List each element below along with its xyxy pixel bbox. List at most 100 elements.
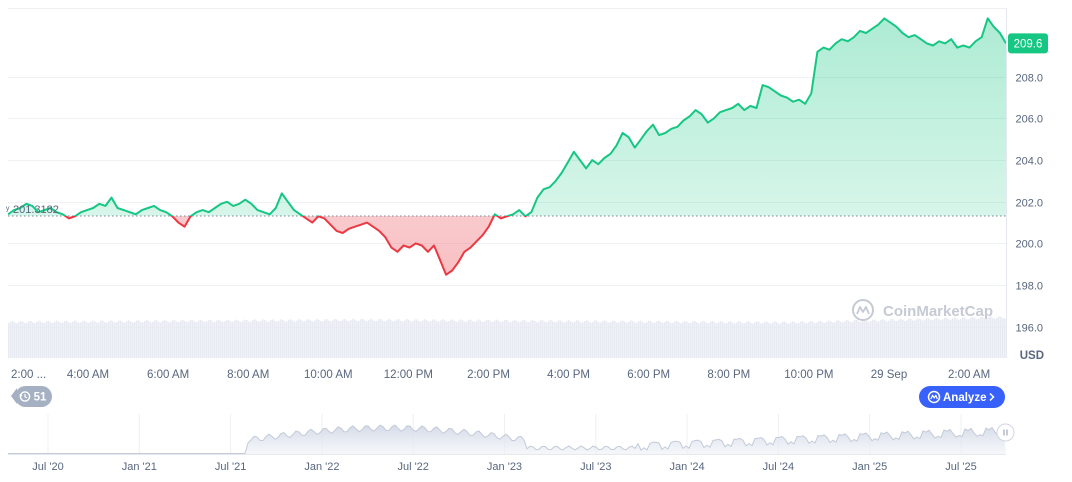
- volume-bar: [360, 319, 362, 358]
- volume-bar: [456, 321, 458, 358]
- volume-bar: [792, 321, 794, 358]
- volume-bar: [304, 321, 306, 358]
- volume-bar: [608, 322, 610, 358]
- history-button[interactable]: 51: [11, 386, 52, 407]
- volume-bar: [572, 322, 574, 358]
- volume-bar: [796, 323, 798, 358]
- volume-bar: [124, 322, 126, 358]
- volume-bar: [340, 320, 342, 358]
- volume-bar: [126, 321, 128, 358]
- volume-bar: [272, 319, 274, 358]
- volume-bar: [510, 322, 512, 358]
- volume-bar: [932, 320, 934, 358]
- current-price-label: 209.6: [1014, 38, 1043, 50]
- volume-bar: [598, 322, 600, 358]
- currency-label: USD: [1020, 350, 1044, 362]
- volume-bar: [894, 320, 896, 358]
- volume-bar: [396, 319, 398, 358]
- volume-bar: [414, 319, 416, 358]
- volume-bar: [580, 322, 582, 358]
- volume-bar: [984, 318, 986, 358]
- y-tick-label: 204.0: [1015, 156, 1043, 168]
- navigator-label: Jul '20: [32, 461, 63, 473]
- volume-bar: [452, 319, 454, 358]
- volume-bar: [354, 319, 356, 358]
- volume-bar: [772, 322, 774, 358]
- analyze-button[interactable]: Analyze: [919, 386, 1005, 408]
- history-clock-icon: [19, 391, 31, 402]
- volume-bar: [670, 322, 672, 358]
- volume-bar: [190, 319, 192, 358]
- volume-bar: [604, 320, 606, 358]
- volume-bar: [270, 319, 272, 358]
- volume-bar: [730, 321, 732, 358]
- volume-bar: [176, 321, 178, 358]
- volume-bar: [104, 322, 106, 358]
- volume-bar: [850, 322, 852, 358]
- analyze-label: Analyze: [943, 392, 986, 404]
- volume-bar: [948, 319, 950, 358]
- volume-bar: [862, 320, 864, 358]
- volume-bar: [838, 320, 840, 358]
- volume-bar: [990, 316, 992, 358]
- volume-bar: [858, 321, 860, 358]
- volume-bar: [474, 321, 476, 358]
- volume-bar: [676, 320, 678, 358]
- volume-bar: [586, 320, 588, 358]
- volume-bar: [374, 321, 376, 358]
- volume-bar: [220, 320, 222, 358]
- volume-bar: [638, 321, 640, 358]
- navigator-label: Jan '24: [670, 461, 705, 473]
- volume-bar: [488, 319, 490, 358]
- volume-bar: [810, 320, 812, 358]
- volume-bar: [20, 320, 22, 358]
- volume-bar: [988, 317, 990, 358]
- volume-bar: [434, 319, 436, 358]
- volume-bar: [32, 322, 34, 358]
- volume-bar: [640, 320, 642, 358]
- volume-bar: [470, 319, 472, 358]
- volume-bar: [944, 317, 946, 358]
- volume-bar: [974, 318, 976, 358]
- volume-bar: [830, 321, 832, 358]
- volume-bar: [910, 318, 912, 358]
- volume-bar: [344, 319, 346, 358]
- volume-bar: [918, 318, 920, 358]
- volume-bar: [152, 321, 154, 358]
- volume-bar: [788, 323, 790, 358]
- volume-bar: [852, 321, 854, 358]
- volume-bar: [656, 321, 658, 358]
- volume-bar: [882, 319, 884, 358]
- volume-bar: [472, 321, 474, 358]
- volume-bar: [878, 321, 880, 358]
- range-navigator[interactable]: Jul '20 Jan '21 Jul '21 Jan '22 Jul '22 Jan '…: [8, 414, 1015, 473]
- volume-bar: [680, 323, 682, 358]
- navigator-handle[interactable]: [996, 423, 1015, 442]
- volume-bar: [390, 319, 392, 358]
- volume-bar: [408, 319, 410, 358]
- volume-bar: [112, 321, 114, 358]
- volume-bar: [874, 319, 876, 358]
- navigator-labels: Jul '20 Jan '21 Jul '21 Jan '22 Jul '22 Jan '…: [32, 461, 976, 473]
- x-tick-label: 8:00 PM: [707, 369, 750, 381]
- volume-bar: [726, 323, 728, 358]
- volume-bar: [548, 320, 550, 358]
- volume-bar: [212, 321, 214, 358]
- volume-bar: [376, 320, 378, 358]
- volume-bar: [846, 319, 848, 358]
- volume-bar: [450, 319, 452, 358]
- y-axis-labels: 196.0 198.0 200.0 202.0 204.0 206.0 208.0: [1015, 73, 1043, 335]
- volume-bar: [832, 322, 834, 358]
- volume-bar: [426, 320, 428, 358]
- volume-bar: [872, 319, 874, 358]
- volume-bar: [108, 321, 110, 358]
- volume-bar: [884, 320, 886, 358]
- volume-bar: [746, 321, 748, 358]
- volume-bar: [532, 319, 534, 358]
- volume-bar: [56, 320, 58, 358]
- volume-bar: [50, 322, 52, 358]
- volume-bar: [48, 320, 50, 358]
- volume-bar: [516, 320, 518, 358]
